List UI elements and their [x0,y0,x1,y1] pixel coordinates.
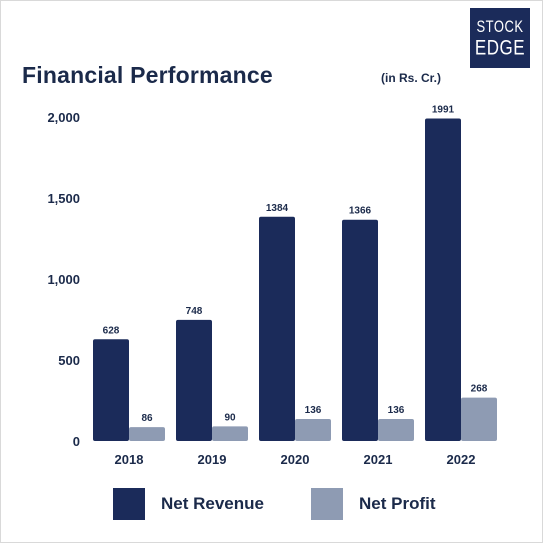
data-label: 748 [186,306,203,317]
data-label: 1384 [266,203,289,214]
data-label: 1991 [432,104,455,115]
data-label: 136 [388,405,405,416]
legend-item-net-revenue: Net Revenue [113,488,264,520]
x-tick-label: 2019 [198,452,227,467]
bar-net-profit [212,426,248,441]
x-tick-label: 2022 [447,452,476,467]
bar-net-revenue [176,319,212,441]
bar-net-profit [295,418,331,441]
y-tick-label: 0 [73,434,80,449]
bar-net-revenue [425,118,461,441]
chart-units: (in Rs. Cr.) [381,71,442,85]
y-tick-label: 500 [58,353,80,368]
data-label: 90 [224,412,236,423]
legend-label-net-revenue: Net Revenue [161,494,264,513]
y-tick-label: 1,500 [47,191,80,206]
legend-item-net-profit: Net Profit [311,488,436,520]
chart-title: Financial Performance [22,62,273,88]
stockedge-logo: STOCK EDGE [470,8,530,68]
legend-label-net-profit: Net Profit [359,494,436,513]
bar-net-profit [461,397,497,441]
legend-swatch-net-revenue [113,488,145,520]
bar-net-revenue [93,339,129,441]
x-tick-label: 2020 [281,452,310,467]
logo-text-line2: EDGE [474,35,526,60]
data-label: 136 [305,405,322,416]
logo-text-line1: STOCK [476,17,524,36]
bar-net-profit [378,418,414,441]
bar-net-revenue [342,219,378,441]
y-tick-label: 1,000 [47,272,80,287]
data-label: 86 [141,413,153,424]
bar-net-revenue [259,216,295,441]
data-label: 628 [103,325,120,336]
bar-net-profit [129,427,165,441]
data-label: 1366 [349,206,372,217]
y-tick-label: 2,000 [47,110,80,125]
x-tick-label: 2018 [115,452,144,467]
legend-swatch-net-profit [311,488,343,520]
x-tick-label: 2021 [364,452,393,467]
data-label: 268 [471,384,488,395]
